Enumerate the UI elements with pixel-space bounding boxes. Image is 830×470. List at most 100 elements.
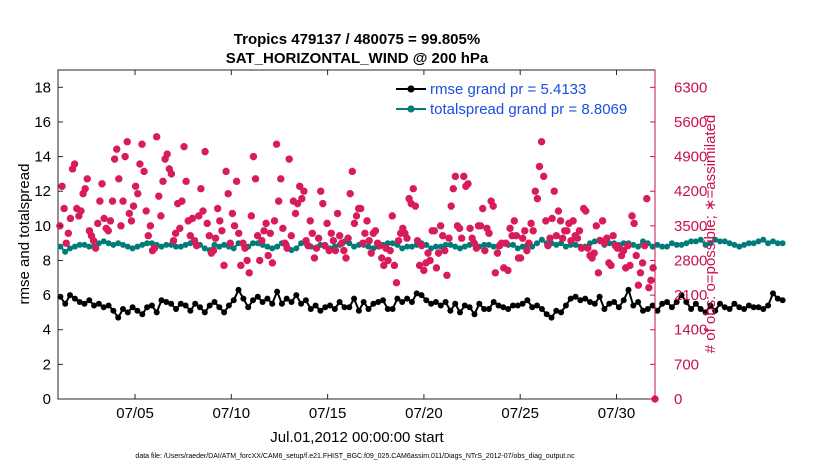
data-point-assimilated bbox=[460, 172, 468, 180]
data-point-assimilated bbox=[409, 185, 417, 193]
data-point-assimilated bbox=[531, 187, 539, 195]
data-point-totalspread bbox=[432, 243, 439, 250]
x-tick-label: 07/15 bbox=[309, 405, 347, 422]
data-point-assimilated bbox=[132, 182, 140, 190]
data-point-rmse bbox=[481, 306, 488, 312]
data-point-rmse bbox=[187, 307, 194, 314]
data-point-assimilated bbox=[260, 227, 268, 235]
data-point-totalspread bbox=[67, 245, 73, 252]
data-point-assimilated bbox=[146, 222, 154, 230]
y-tick-label-right: 4200 bbox=[674, 183, 707, 200]
data-point-assimilated bbox=[218, 227, 226, 235]
legend-label-totalspread: totalspread grand pr = 8.8069 bbox=[430, 101, 627, 118]
data-point-assimilated bbox=[573, 234, 581, 242]
data-point-assimilated bbox=[312, 244, 321, 252]
data-point-rmse bbox=[692, 300, 699, 307]
data-point-rmse bbox=[216, 304, 223, 311]
y-tick-label-right: 0 bbox=[674, 391, 682, 408]
data-point-assimilated bbox=[493, 249, 501, 257]
data-point-totalspread bbox=[163, 241, 170, 248]
data-point-assimilated bbox=[98, 180, 106, 188]
data-point-rmse bbox=[346, 304, 353, 311]
data-point-assimilated bbox=[620, 247, 628, 255]
data-point-totalspread bbox=[399, 245, 406, 252]
data-point-totalspread bbox=[293, 245, 300, 252]
data-point-rmse bbox=[240, 295, 247, 302]
data-point-rmse bbox=[254, 293, 261, 300]
data-point-assimilated bbox=[235, 229, 243, 237]
data-point-assimilated bbox=[458, 234, 466, 242]
data-point-assimilated bbox=[517, 254, 525, 262]
data-point-assimilated bbox=[138, 140, 146, 148]
data-point-rmse bbox=[110, 307, 117, 314]
legend-label-rmse: rmse grand pr = 5.4133 bbox=[430, 81, 586, 98]
data-point-assimilated bbox=[434, 249, 443, 257]
data-point-assimilated bbox=[361, 229, 369, 237]
data-point-rmse bbox=[538, 306, 545, 312]
data-point-assimilated bbox=[338, 239, 346, 247]
data-point-totalspread bbox=[105, 240, 112, 247]
data-point-assimilated bbox=[203, 219, 211, 227]
data-point-assimilated bbox=[386, 247, 394, 255]
data-point-totalspread bbox=[490, 243, 497, 250]
data-point-assimilated bbox=[193, 242, 201, 250]
data-point-assimilated bbox=[153, 133, 161, 141]
y-tick-label-left: 14 bbox=[34, 149, 51, 166]
data-point-assimilated bbox=[519, 234, 527, 242]
data-point-rmse bbox=[95, 300, 102, 307]
data-point-assimilated bbox=[390, 261, 398, 269]
data-point-assimilated bbox=[582, 207, 590, 215]
data-point-rmse bbox=[71, 295, 78, 302]
plot-area bbox=[56, 69, 786, 403]
data-point-totalspread bbox=[649, 243, 656, 250]
data-point-rmse bbox=[534, 302, 540, 309]
data-point-assimilated bbox=[359, 239, 367, 247]
data-point-assimilated bbox=[538, 138, 546, 146]
data-point-rmse bbox=[62, 300, 69, 307]
data-point-assimilated bbox=[113, 145, 121, 153]
data-point-totalspread bbox=[519, 243, 526, 250]
data-point-assimilated bbox=[588, 254, 596, 262]
data-point-assimilated bbox=[529, 227, 537, 235]
data-point-assimilated bbox=[136, 160, 144, 168]
data-point-assimilated bbox=[376, 242, 384, 250]
data-point-assimilated bbox=[392, 279, 401, 287]
data-point-totalspread bbox=[659, 243, 666, 250]
data-point-rmse bbox=[630, 302, 637, 309]
data-point-totalspread bbox=[635, 243, 642, 250]
x-tick-label: 07/30 bbox=[598, 405, 636, 422]
data-point-rmse bbox=[668, 304, 675, 311]
data-point-totalspread bbox=[765, 240, 772, 247]
data-point-assimilated bbox=[190, 237, 199, 245]
data-point-assimilated bbox=[413, 237, 422, 245]
data-point-assimilated bbox=[575, 227, 584, 235]
data-point-totalspread bbox=[144, 240, 151, 247]
data-point-assimilated bbox=[590, 249, 598, 257]
data-point-assimilated bbox=[424, 249, 432, 257]
data-point-totalspread bbox=[553, 241, 560, 248]
data-point-totalspread bbox=[572, 241, 579, 248]
data-point-rmse bbox=[601, 306, 608, 312]
data-point-assimilated bbox=[380, 261, 388, 269]
data-point-rmse bbox=[148, 302, 155, 309]
data-point-rmse bbox=[274, 288, 281, 295]
data-point-rmse bbox=[519, 300, 526, 307]
data-point-assimilated bbox=[609, 232, 617, 240]
data-point-assimilated bbox=[249, 153, 257, 161]
data-point-assimilated bbox=[296, 182, 304, 190]
data-point-assimilated bbox=[405, 195, 413, 203]
data-point-assimilated bbox=[329, 237, 337, 245]
data-point-assimilated bbox=[163, 150, 171, 158]
y-axis-right: 0 700 1400 2100 2800 3500 4200 4900 5600 6300 bbox=[650, 70, 707, 408]
data-point-assimilated bbox=[321, 242, 329, 250]
data-point-totalspread bbox=[447, 241, 454, 248]
data-point-totalspread bbox=[461, 243, 468, 250]
data-point-totalspread bbox=[139, 241, 146, 248]
y-tick-label-left: 12 bbox=[34, 183, 51, 200]
data-point-rmse bbox=[259, 299, 266, 305]
data-point-rmse bbox=[529, 304, 536, 311]
data-point-rmse bbox=[124, 309, 131, 316]
data-point-assimilated bbox=[243, 256, 251, 265]
data-point-assimilated bbox=[151, 244, 159, 252]
